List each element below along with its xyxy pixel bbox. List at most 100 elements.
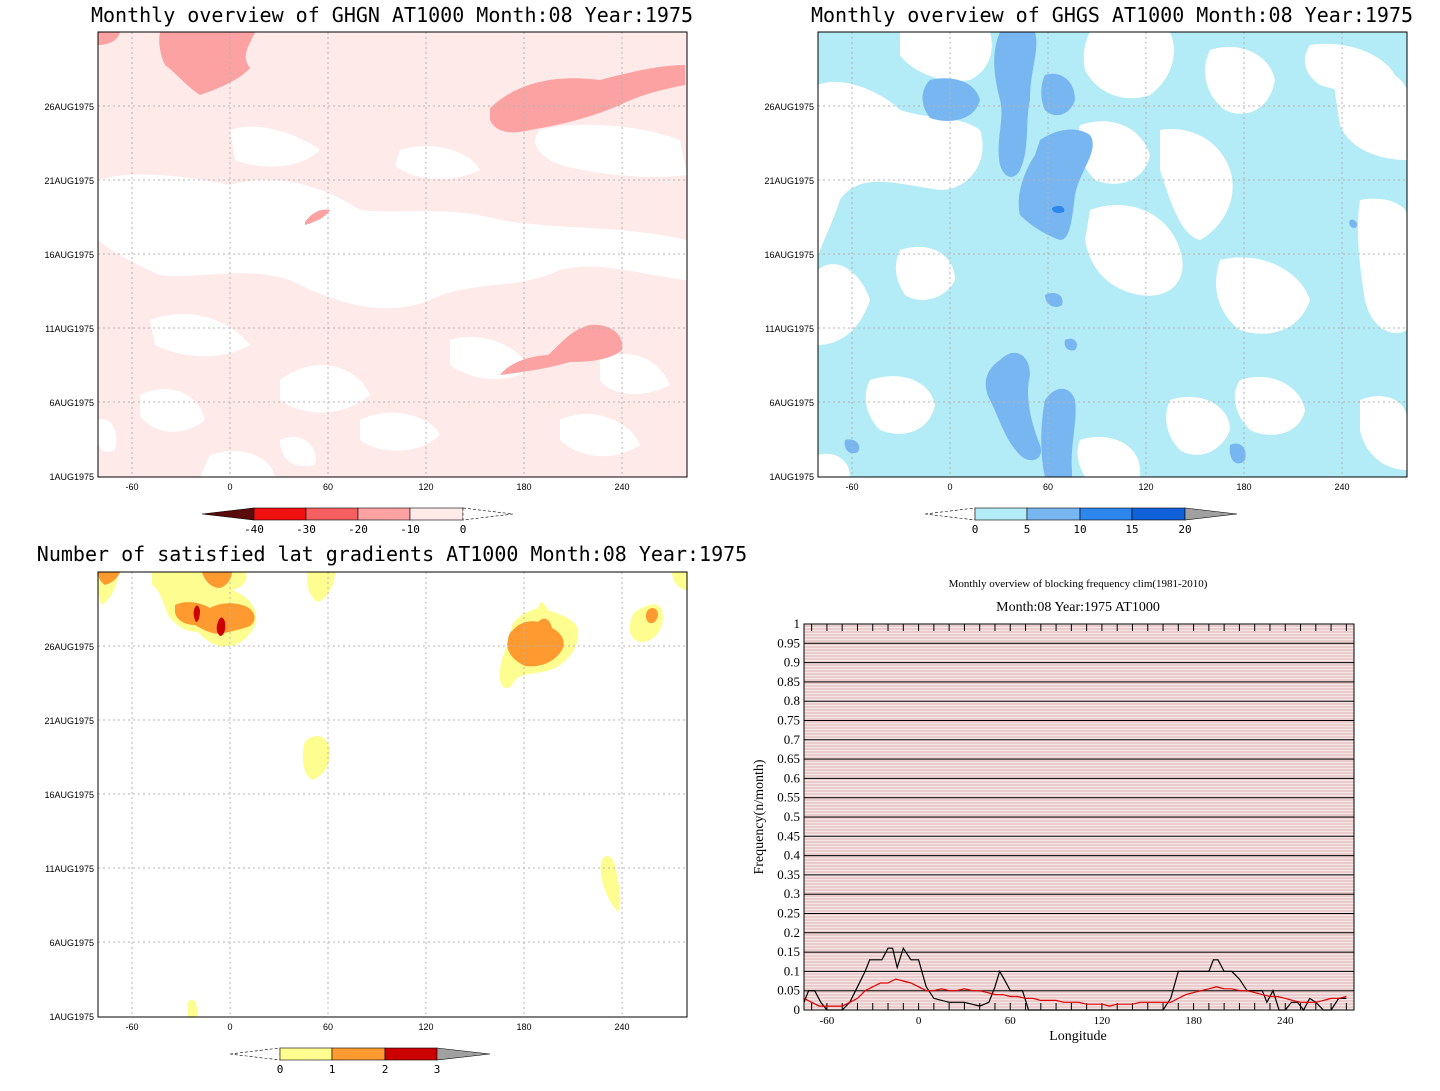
x-tick-label: 240 [614,1022,629,1032]
gradients-panel: Number of satisfied lat gradients AT1000… [37,542,747,1076]
y-tick-label: 0.15 [777,944,800,959]
colorbar-label: 0 [460,523,467,536]
frequency-title: Monthly overview of blocking frequency c… [949,578,1208,590]
colorbar-label: 3 [434,1063,441,1076]
x-tick-label: 0 [947,482,952,492]
y-tick-label: 21AUG1975 [44,716,94,726]
y-tick-label: 0.95 [777,635,800,650]
y-tick-label: 26AUG1975 [44,102,94,112]
y-tick-label: 0.1 [784,963,800,978]
ghgs-panel: Monthly overview of GHGS AT1000 Month:08… [764,3,1413,536]
frequency-ylabel: Frequency(n/month) [752,759,767,874]
x-tick-label: 120 [1094,1015,1111,1027]
y-tick-label: 0.85 [777,674,800,689]
x-tick-label: 180 [1236,482,1251,492]
x-tick-label: 240 [1334,482,1349,492]
x-tick-label: 120 [1138,482,1153,492]
y-tick-label: 1 [794,616,801,631]
y-tick-label: 0.8 [784,693,800,708]
y-tick-label: 0.6 [784,770,801,785]
colorbar-label: 10 [1073,523,1086,536]
x-tick-label: 240 [1277,1015,1294,1027]
x-tick-label: 0 [227,482,232,492]
y-tick-label: 6AUG1975 [49,938,94,948]
y-tick-label: 1AUG1975 [769,472,814,482]
x-tick-label: 180 [516,1022,531,1032]
x-tick-label: 180 [1185,1015,1202,1027]
ghgs-field [818,32,1407,477]
gradients-grid [98,572,687,1017]
x-tick-label: -60 [820,1015,835,1027]
y-tick-label: 16AUG1975 [44,250,94,260]
ghgs-y-ticks: 1AUG1975 6AUG1975 11AUG1975 16AUG1975 21… [764,102,814,482]
series-line-red [803,978,1347,1007]
y-tick-label: 0.3 [784,886,800,901]
y-tick-label: 26AUG1975 [764,102,814,112]
y-tick-label: 0.4 [784,848,801,863]
y-tick-label: 0.5 [784,809,800,824]
y-tick-label: 0.55 [777,790,800,805]
gradients-colorbar: 0 1 2 3 [229,1047,491,1076]
y-tick-label: 11AUG1975 [765,324,814,334]
x-tick-label: 0 [916,1015,922,1027]
x-tick-label: 60 [323,482,333,492]
y-tick-label: 16AUG1975 [764,250,814,260]
x-tick-label: 240 [614,482,629,492]
y-tick-label: 0.25 [777,906,800,921]
x-tick-label: -60 [845,482,858,492]
x-tick-label: 0 [227,1022,232,1032]
ghgs-grid [818,32,1407,477]
y-tick-label: 21AUG1975 [764,176,814,186]
colorbar-label: 0 [277,1063,284,1076]
frequency-xlabel: Longitude [1049,1029,1107,1044]
y-tick-label: 1AUG1975 [49,1012,94,1022]
frequency-panel: Monthly overview of blocking frequency c… [752,578,1355,1044]
ghgs-title: Monthly overview of GHGS AT1000 Month:08… [811,3,1413,27]
ghgn-y-ticks: 1AUG1975 6AUG1975 11AUG1975 16AUG1975 21… [44,102,94,482]
colorbar-label: -20 [348,523,368,536]
y-tick-label: 26AUG1975 [44,642,94,652]
gradients-y-ticks: 1AUG1975 6AUG1975 11AUG1975 16AUG1975 21… [44,642,94,1022]
y-tick-label: 0.65 [777,751,800,766]
ghgn-title: Monthly overview of GHGN AT1000 Month:08… [91,3,693,27]
ghgn-panel: Monthly overview of GHGN AT1000 Month:08… [44,3,693,536]
y-tick-label: 0.35 [777,867,800,882]
colorbar-label: -40 [244,523,264,536]
colorbar-label: 20 [1178,523,1191,536]
ghgn-colorbar: -40 -30 -20 -10 0 [201,507,514,536]
colorbar-label: -10 [400,523,420,536]
colorbar-label: -30 [296,523,316,536]
colorbar-label: 5 [1024,523,1031,536]
ghgs-colorbar: 0 5 10 15 20 [924,507,1238,536]
ghgs-x-ticks: -60 0 60 120 180 240 [845,482,1349,492]
y-tick-label: 1AUG1975 [49,472,94,482]
x-tick-label: 120 [418,1022,433,1032]
y-tick-label: 6AUG1975 [769,398,814,408]
y-tick-label: 16AUG1975 [44,790,94,800]
x-tick-label: 120 [418,482,433,492]
y-tick-label: 11AUG1975 [45,864,94,874]
ghgn-x-ticks: -60 0 60 120 180 240 [125,482,629,492]
frequency-x-ticks: -60 0 60 120 180 240 [811,624,1347,1027]
y-tick-label: 0.05 [777,983,800,998]
y-tick-label: 0.9 [784,655,800,670]
y-tick-label: 0.7 [784,732,801,747]
ghgn-grid [98,32,687,477]
x-tick-label: 180 [516,482,531,492]
colorbar-label: 15 [1125,523,1138,536]
x-tick-label: 60 [1043,482,1053,492]
gradients-title: Number of satisfied lat gradients AT1000… [37,542,747,566]
colorbar-label: 2 [382,1063,389,1076]
y-tick-label: 6AUG1975 [49,398,94,408]
gradients-x-ticks: -60 0 60 120 180 240 [125,1022,629,1032]
y-tick-label: 11AUG1975 [45,324,94,334]
colorbar-label: 1 [329,1063,336,1076]
y-tick-label: 0.75 [777,713,800,728]
frequency-subtitle: Month:08 Year:1975 AT1000 [996,600,1160,615]
x-tick-label: -60 [125,482,138,492]
y-tick-label: 0.45 [777,828,800,843]
x-tick-label: 60 [323,1022,333,1032]
y-tick-label: 0 [794,1002,801,1017]
x-tick-label: 60 [1005,1015,1017,1027]
